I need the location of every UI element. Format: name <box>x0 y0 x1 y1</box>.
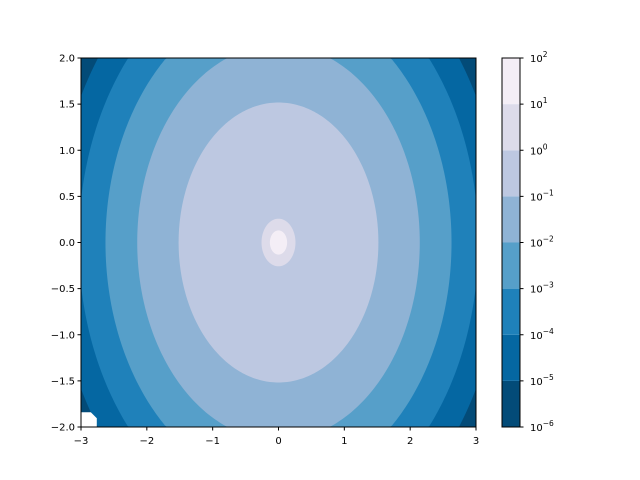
colorbar-tick-base: 10 <box>530 331 543 342</box>
colorbar-segment <box>502 58 520 105</box>
colorbar-segment <box>502 288 520 335</box>
colorbar-tick-base: 10 <box>530 100 543 111</box>
y-tick-label: 0.0 <box>59 238 75 249</box>
colorbar-tick-base: 10 <box>530 423 543 434</box>
colorbar-tick-base: 10 <box>530 54 543 65</box>
colorbar-tick-base: 10 <box>530 146 543 157</box>
colorbar-segment <box>502 242 520 289</box>
colorbar-tick-exponent: −3 <box>543 281 554 290</box>
colorbar-tick-label: 100 <box>530 142 548 157</box>
colorbar-tick-base: 10 <box>530 377 543 388</box>
colorbar-tick-label: 10−6 <box>530 419 554 434</box>
colorbar-tick-label: 102 <box>530 50 548 65</box>
colorbar-tick-exponent: 1 <box>543 96 548 105</box>
x-axis: −3 −2 −1 0 1 2 3 <box>74 427 479 447</box>
y-tick-label: −0.5 <box>51 284 75 295</box>
x-tick-label: −2 <box>139 436 154 447</box>
y-tick-label: 1.0 <box>59 146 75 157</box>
x-tick-label: 3 <box>473 436 479 447</box>
x-tick-label: −1 <box>205 436 220 447</box>
x-tick-label: 1 <box>341 436 347 447</box>
colorbar-tick-base: 10 <box>530 285 543 296</box>
colorbar-tick-exponent: −2 <box>543 235 554 244</box>
colorbar-segment <box>502 104 520 151</box>
y-tick-label: 2.0 <box>59 54 75 65</box>
colorbar-segment <box>502 334 520 381</box>
y-tick-label: −1.5 <box>51 376 75 387</box>
colorbar-tick-exponent: −4 <box>543 327 554 336</box>
colorbar-tick-base: 10 <box>530 239 543 250</box>
colorbar-tick-exponent: 0 <box>543 142 548 151</box>
masked-region <box>81 412 97 427</box>
colorbar-segment <box>502 380 520 427</box>
colorbar-tick-label: 10−4 <box>530 327 554 342</box>
colorbar-tick-label: 10−5 <box>530 373 554 388</box>
colorbar-tick-label: 10−3 <box>530 281 554 296</box>
colorbar-segment <box>502 196 520 243</box>
colorbar-tick-label: 10−2 <box>530 235 554 250</box>
y-tick-label: −1.0 <box>51 330 75 341</box>
colorbar-tick-exponent: −5 <box>543 373 554 382</box>
plot-area <box>81 58 476 427</box>
y-axis: −2.0 −1.5 −1.0 −0.5 0.0 0.5 1.0 1.5 2.0 <box>51 54 81 434</box>
colorbar-tick-exponent: 2 <box>543 50 548 59</box>
y-tick-label: 0.5 <box>59 192 75 203</box>
y-tick-label: 1.5 <box>59 100 75 111</box>
colorbar-tick-base: 10 <box>530 192 543 203</box>
contour-band-7 <box>269 230 288 255</box>
x-tick-label: 0 <box>275 436 281 447</box>
x-tick-label: 2 <box>407 436 413 447</box>
colorbar-segment <box>502 150 520 197</box>
colorbar-tick-label: 10−1 <box>530 188 554 203</box>
colorbar-tick-exponent: −1 <box>543 188 554 197</box>
y-tick-label: −2.0 <box>51 423 75 434</box>
colorbar-tick-exponent: −6 <box>543 419 554 428</box>
colorbar-tick-label: 101 <box>530 96 548 111</box>
x-tick-label: −3 <box>74 436 89 447</box>
